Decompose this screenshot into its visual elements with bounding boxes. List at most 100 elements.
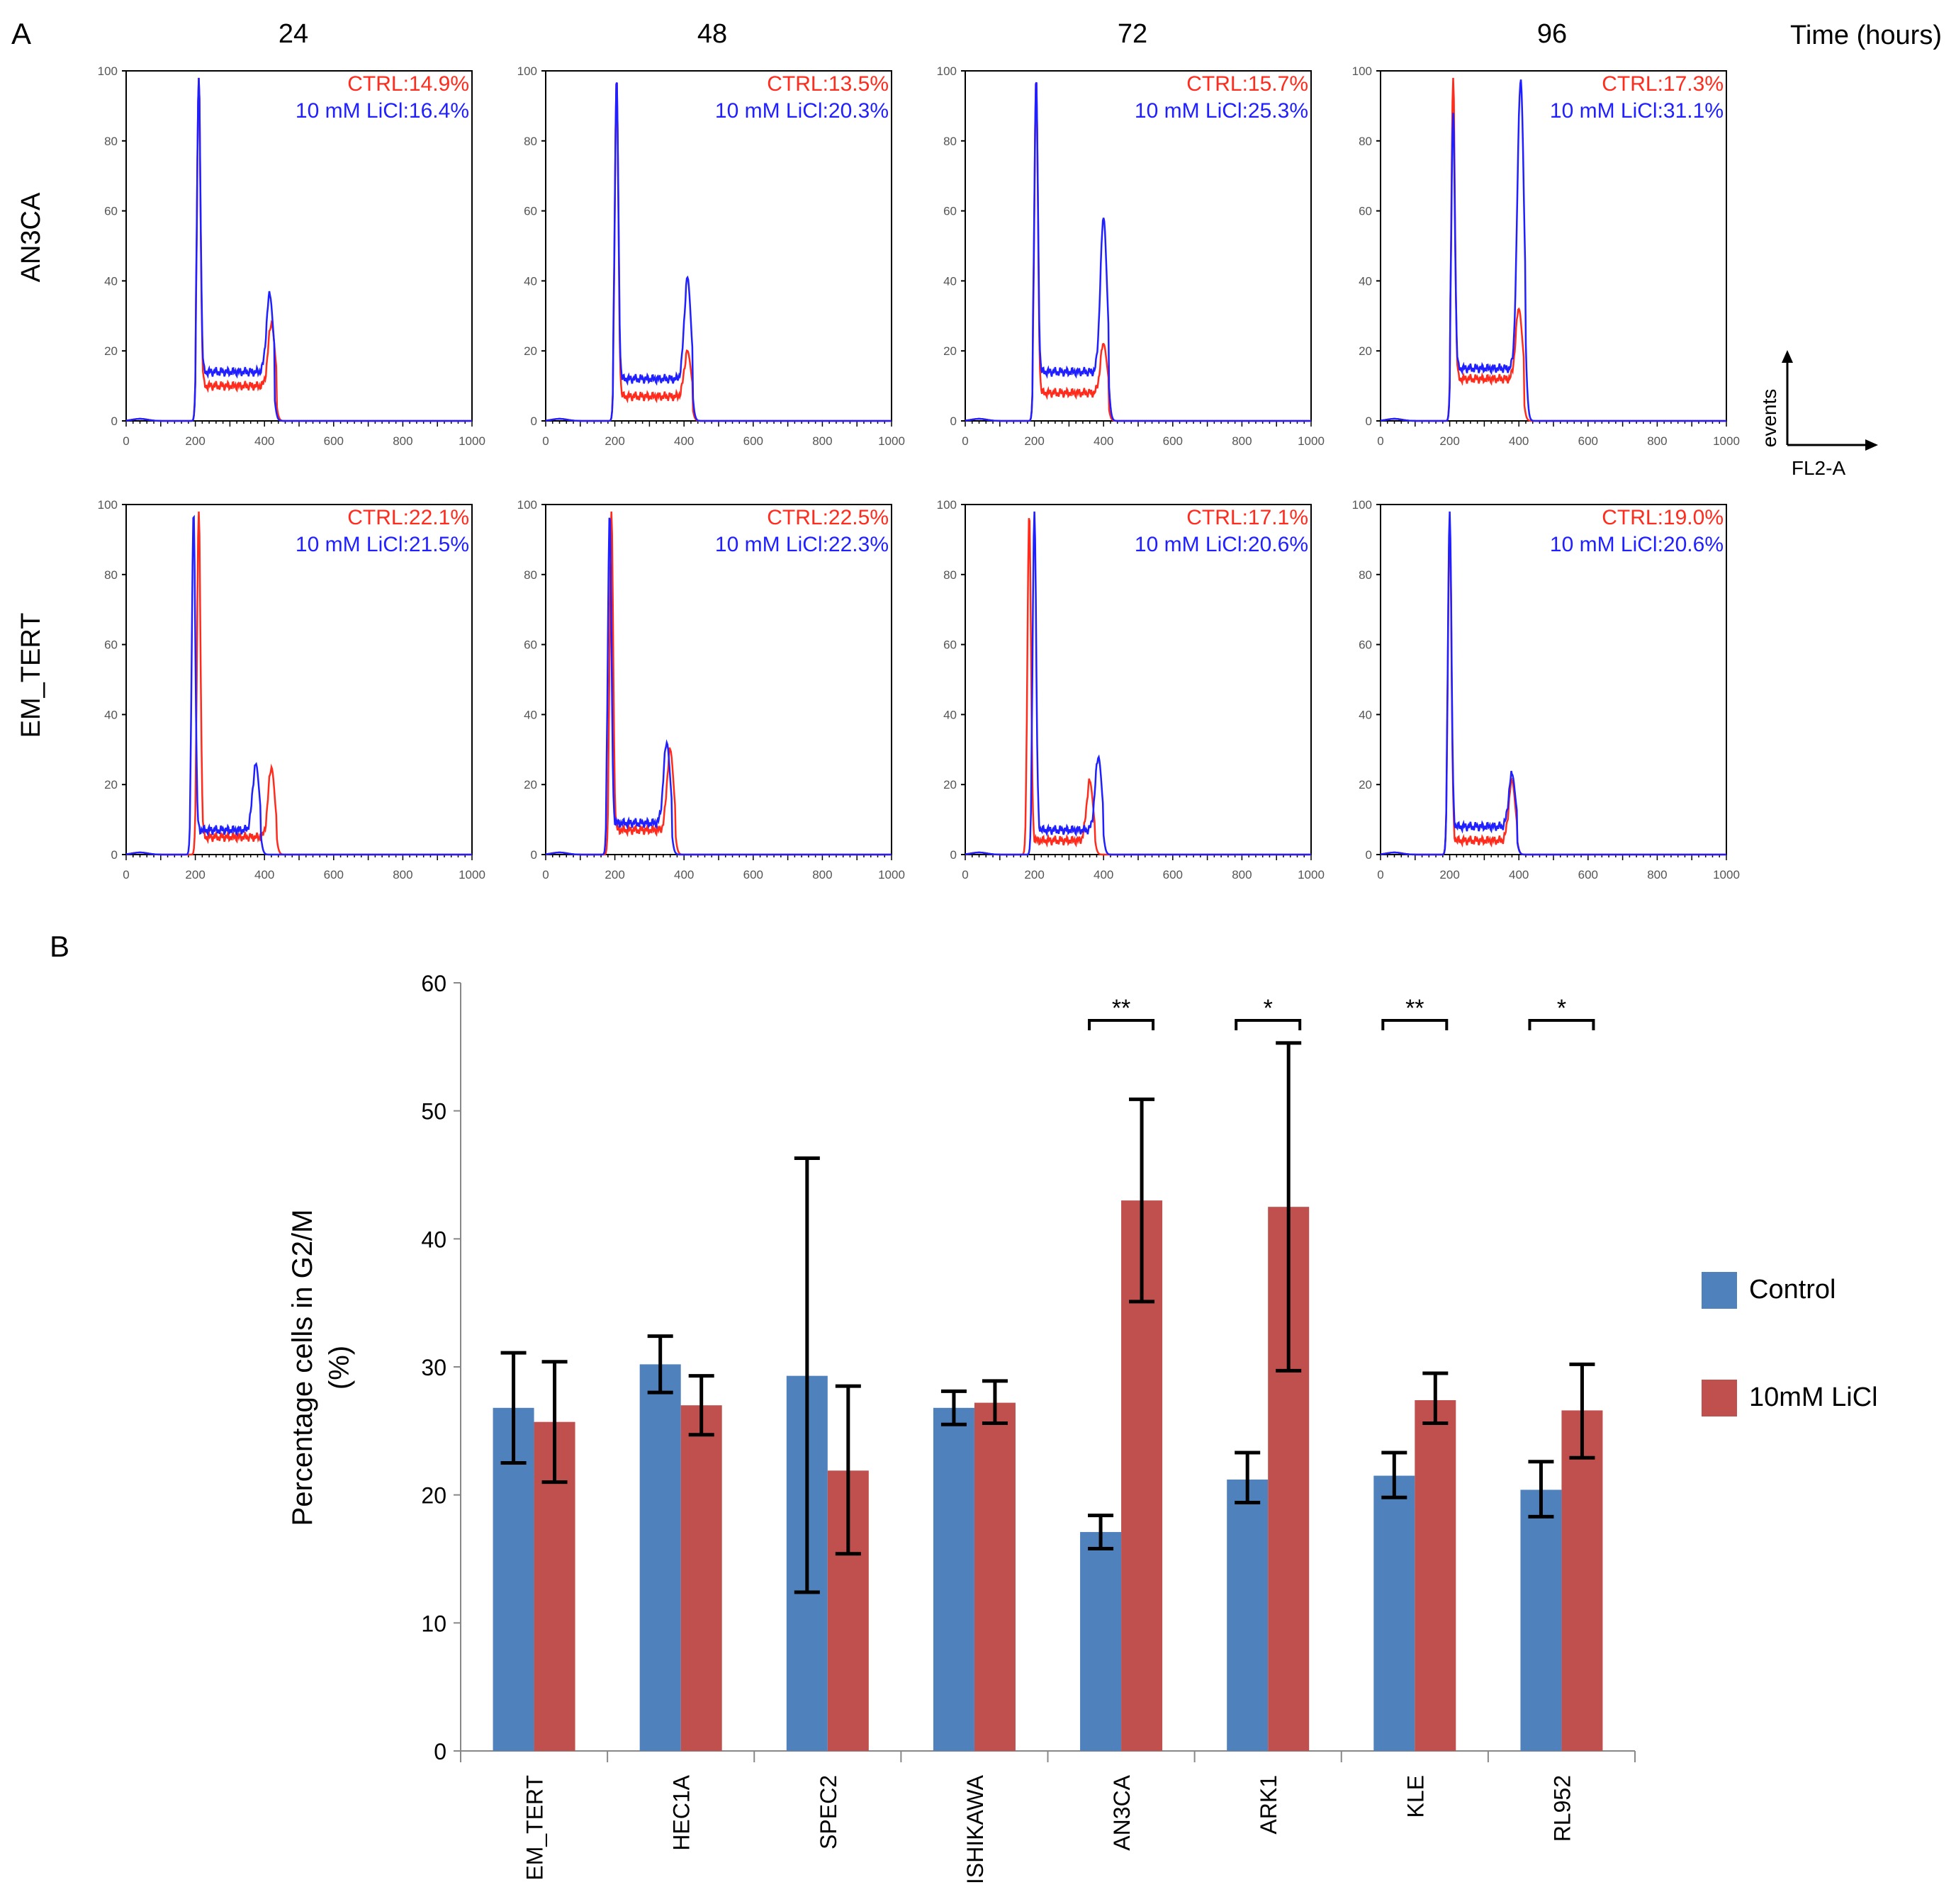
y-tick-label: 40 (943, 708, 957, 721)
y-tick-label: 80 (524, 568, 537, 582)
x-tick-label: 600 (1163, 434, 1183, 448)
ctrl-histogram-line (965, 517, 1311, 856)
licl-histogram-line (545, 517, 892, 856)
x-tick-label: 0 (123, 868, 129, 881)
x-tick-label: 800 (1232, 434, 1252, 448)
ctrl-percentage-label: CTRL:13.5% (767, 72, 889, 96)
x-tick-label: 800 (1647, 434, 1667, 448)
y-tick-label: 100 (937, 498, 957, 512)
y-tick-label: 60 (943, 638, 957, 652)
x-tick-label: 800 (812, 434, 832, 448)
y-tick-label: 20 (104, 344, 118, 358)
y-tick-label: 60 (421, 971, 446, 996)
licl-percentage-label: 10 mM LiCl:20.6% (1135, 533, 1308, 556)
y-tick-label: 0 (111, 848, 118, 862)
y-axis-unit: (%) (324, 1346, 355, 1390)
ctrl-percentage-label: CTRL:14.9% (347, 72, 469, 96)
histogram-frame (545, 70, 892, 422)
bar-chart: 0 10 20 30 40 50 60 Percentage cells in G2/M (%)… (287, 971, 1636, 1884)
time-label-48: 48 (697, 19, 727, 49)
y-tick-label: 100 (1352, 498, 1372, 512)
x-tick-label: 800 (1647, 868, 1667, 881)
legend-swatch-licl (1702, 1380, 1737, 1416)
significance-marker: * (1557, 995, 1566, 1022)
x-category-label: HEC1A (669, 1774, 695, 1850)
x-tick-label: 400 (674, 868, 694, 881)
x-tick-label: 800 (393, 434, 412, 448)
y-tick-label: 20 (524, 344, 537, 358)
histogram-frame (125, 504, 473, 855)
panel-b-label: B (50, 930, 69, 963)
y-tick-label: 40 (104, 708, 118, 721)
y-tick-label: 0 (1366, 848, 1372, 862)
ctrl-histogram-line (1380, 77, 1726, 422)
licl-percentage-label: 10 mM LiCl:22.3% (715, 533, 889, 556)
ctrl-histogram-line (545, 82, 892, 422)
x-tick-label: 800 (393, 868, 412, 881)
x-tick-label: 600 (743, 434, 763, 448)
ctrl-percentage-label: CTRL:22.5% (767, 506, 889, 529)
y-tick-label: 80 (104, 135, 118, 148)
x-tick-label: 200 (605, 434, 624, 448)
x-category-label: EM_TERT (522, 1775, 548, 1881)
ctrl-percentage-label: CTRL:22.1% (347, 506, 469, 529)
x-tick-label: 1000 (459, 434, 485, 448)
axis-orientation-legend: events FL2-A (1758, 350, 1878, 479)
licl-percentage-label: 10 mM LiCl:25.3% (1135, 99, 1308, 123)
x-tick-label: 400 (1509, 868, 1529, 881)
y-tick-label: 40 (524, 708, 537, 721)
licl-histogram-line (1380, 511, 1726, 856)
time-label-72: 72 (1118, 19, 1147, 49)
axis-legend-events: events (1758, 389, 1780, 448)
control-bar-an3ca (1080, 1532, 1122, 1751)
x-tick-label: 1000 (1713, 434, 1740, 448)
ctrl-histogram-line (125, 77, 472, 422)
y-tick-label: 100 (517, 64, 537, 78)
ctrl-percentage-label: CTRL:19.0% (1602, 506, 1724, 529)
x-tick-label: 600 (324, 434, 344, 448)
time-label-96: 96 (1537, 19, 1567, 49)
y-tick-label: 80 (943, 568, 957, 582)
histogram-frame (545, 504, 892, 855)
x-tick-label: 400 (1094, 434, 1113, 448)
x-tick-label: 1000 (878, 434, 905, 448)
x-tick-label: 200 (185, 868, 205, 881)
y-tick-label: 50 (421, 1099, 446, 1125)
x-tick-label: 0 (1377, 868, 1383, 881)
control-bar-ark1 (1227, 1479, 1269, 1751)
significance-bracket (1235, 1019, 1302, 1030)
histogram-frame (965, 70, 1312, 422)
x-tick-label: 1000 (1713, 868, 1740, 881)
x-tick-label: 600 (743, 868, 763, 881)
histogram-frame (1380, 70, 1727, 422)
x-category-label: SPEC2 (816, 1775, 841, 1849)
x-tick-label: 600 (1163, 868, 1183, 881)
ctrl-percentage-label: CTRL:17.1% (1186, 506, 1308, 529)
ctrl-histogram-line (1380, 522, 1726, 856)
x-tick-label: 600 (324, 868, 344, 881)
y-tick-label: 80 (1359, 135, 1372, 148)
axis-legend-right-arrowhead (1865, 439, 1878, 451)
licl-histogram-line (545, 81, 892, 422)
x-tick-label: 200 (605, 868, 624, 881)
x-tick-label: 0 (1377, 434, 1383, 448)
x-tick-label: 400 (254, 868, 274, 881)
y-tick-label: 0 (950, 415, 957, 428)
control-bar-em_tert (493, 1407, 534, 1751)
y-tick-label: 40 (943, 274, 957, 288)
x-category-label: ISHIKAWA (962, 1774, 988, 1884)
control-bar-hec1a (639, 1364, 681, 1751)
x-category-label: AN3CA (1109, 1774, 1135, 1850)
y-tick-label: 60 (524, 205, 537, 218)
x-tick-label: 200 (185, 434, 205, 448)
x-tick-label: 800 (1232, 868, 1252, 881)
x-category-label: RL952 (1549, 1775, 1575, 1842)
x-tick-label: 0 (962, 434, 968, 448)
y-tick-label: 60 (1359, 638, 1372, 652)
time-point-labels: 24 48 72 96 (279, 19, 1567, 49)
licl-histogram-line (125, 77, 472, 422)
